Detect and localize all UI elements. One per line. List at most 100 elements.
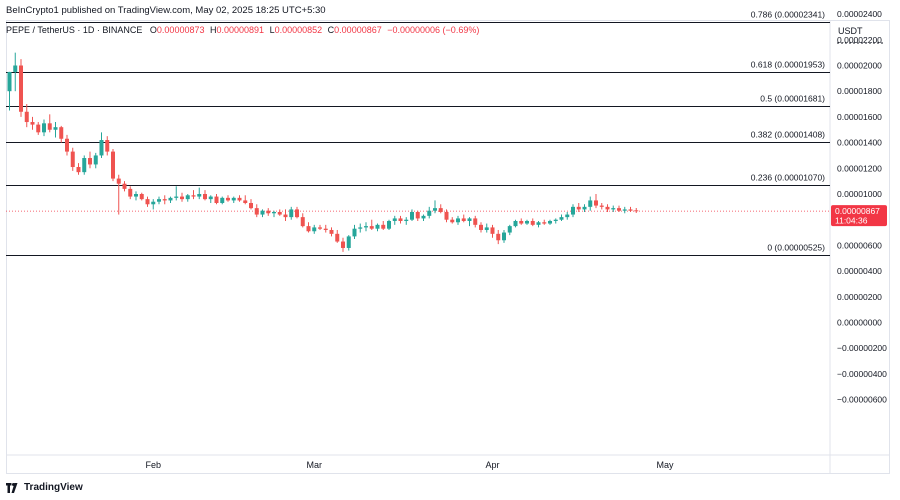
open-label: O (149, 25, 157, 35)
low-label: L (269, 25, 275, 35)
candle-body (277, 211, 282, 215)
candle-body (335, 233, 340, 242)
candle-body (404, 219, 409, 221)
candle-body (364, 226, 368, 228)
candle-body (116, 178, 121, 184)
candle-body (162, 199, 167, 201)
candle-body (599, 205, 604, 207)
candle-body (59, 127, 64, 139)
candle-body (203, 194, 207, 200)
candle-body (553, 219, 558, 221)
candle-body (289, 209, 294, 218)
price-tick-label: −0.00000400 (837, 369, 887, 379)
candle-body (76, 167, 81, 173)
candle-body (507, 226, 512, 233)
price-tick-label: 0.00002000 (837, 61, 882, 71)
candle-body (24, 111, 29, 123)
candle-body (381, 224, 386, 229)
candle-body (542, 222, 547, 224)
candle-body (157, 199, 161, 202)
time-axis-label: Mar (307, 460, 323, 470)
candle-body (197, 194, 202, 197)
candle-body (174, 196, 179, 198)
candle-body (53, 127, 58, 130)
price-tick-label: 0.00000400 (837, 266, 882, 276)
candle-body (479, 224, 483, 230)
candle-body (634, 210, 639, 212)
candle-body (513, 220, 518, 227)
candle-body (392, 218, 397, 221)
candle-body (496, 233, 501, 241)
candle-body (42, 123, 46, 133)
candle-body (387, 220, 391, 229)
candle-body (571, 206, 575, 215)
candle-body (93, 155, 98, 165)
candle-body (122, 183, 127, 189)
fib-level-label: 0.382 (0.00001408) (751, 130, 825, 140)
candle-body (220, 197, 225, 203)
price-tick-label: 0.00001200 (837, 163, 882, 173)
candle-body (628, 209, 633, 211)
candle-body (548, 220, 552, 224)
candle-body (214, 196, 219, 203)
candle-body (88, 158, 92, 165)
price-tick-label: 0.00001600 (837, 112, 882, 122)
fib-level-label: 0.5 (0.00001681) (760, 94, 825, 104)
candle-body (461, 218, 466, 221)
candle-body (427, 210, 432, 216)
candle-body (502, 232, 506, 241)
price-tick-label: −0.00000200 (837, 343, 887, 353)
candle-body (168, 197, 173, 201)
close-label: C (327, 25, 335, 35)
candle-body (318, 227, 322, 229)
candle-body (260, 210, 265, 215)
candle-body (111, 151, 115, 179)
time-axis-label: Apr (485, 460, 499, 470)
candle-body (438, 208, 443, 212)
candle-body (450, 219, 455, 223)
currency-label[interactable]: USDT (838, 26, 863, 36)
chart-frame (6, 20, 890, 474)
candle-body (105, 140, 110, 152)
candle-body (588, 200, 593, 207)
candle-body (611, 208, 616, 210)
price-tick-label: −0.00000600 (837, 395, 887, 405)
candle-body (300, 217, 305, 227)
candle-body (329, 229, 334, 234)
price-tick-label: 0.00000600 (837, 240, 882, 250)
candle-body (346, 236, 351, 248)
price-tick-label: 0.00002200 (837, 35, 882, 45)
high-value: 0.00000891 (216, 25, 265, 35)
candle-body (490, 227, 495, 234)
candle-body (617, 208, 621, 211)
candle-body (36, 124, 41, 133)
candle-body (134, 194, 138, 197)
candle-body (444, 211, 449, 220)
price-tick-label: 0.00000000 (837, 318, 882, 328)
candle-body (415, 211, 420, 219)
candle-body (530, 220, 535, 225)
candle-body (272, 211, 276, 214)
fib-level-label: 0.786 (0.00002341) (751, 10, 825, 20)
low-value: 0.00000852 (274, 25, 323, 35)
last-price-badge (831, 205, 887, 227)
candle-body (375, 224, 380, 229)
candle-body (323, 228, 328, 230)
price-tick-label: 0.00000200 (837, 292, 882, 302)
candle-body (421, 215, 426, 219)
candle-body (467, 218, 472, 221)
candle-body (433, 208, 437, 211)
candle-body (208, 196, 213, 200)
close-value: 0.00000867 (334, 25, 382, 35)
price-tick-label: 0.00001000 (837, 189, 882, 199)
candle-body (145, 199, 150, 205)
candle-body (226, 197, 230, 201)
candle-body (47, 123, 52, 130)
candle-body (306, 226, 311, 232)
candle-body (283, 214, 288, 218)
candle-body (185, 195, 190, 200)
symbol-label[interactable]: PEPE / TetherUS · 1D · BINANCE (6, 25, 143, 35)
candle-body (582, 206, 587, 210)
candle-body (525, 220, 529, 224)
